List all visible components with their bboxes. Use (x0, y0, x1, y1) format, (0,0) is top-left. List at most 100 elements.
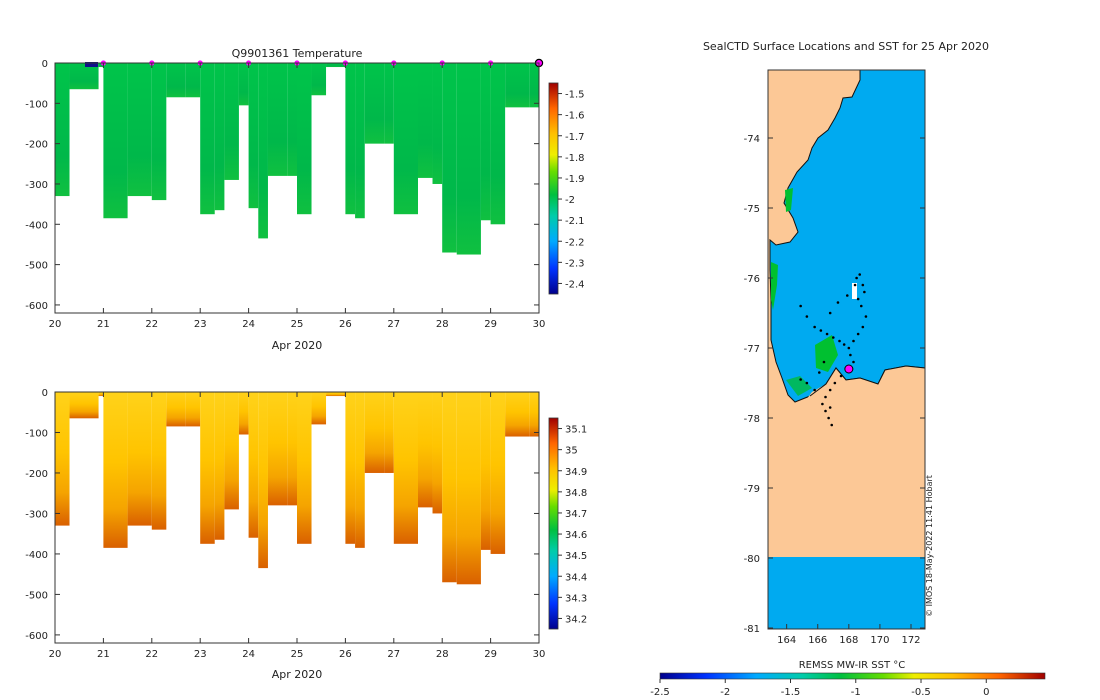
imos-credit: © IMOS 18-May-2022 11:41 Hobart (925, 475, 934, 617)
y-tick-label: -400 (25, 220, 48, 231)
track-point (819, 329, 823, 332)
x-tick-label: 25 (291, 319, 304, 330)
track-point (859, 304, 863, 308)
temperature-profile-cells (55, 63, 539, 255)
southern-sst-band (768, 557, 925, 629)
x-tick-label: 26 (339, 649, 352, 660)
temperature-profile-cell (505, 63, 530, 108)
lat-tick-label: -79 (744, 484, 760, 495)
track-point (825, 332, 829, 336)
salinity-profile-cell (355, 392, 365, 548)
salinity-profile-cells (55, 392, 539, 585)
track-point (828, 311, 832, 315)
sst-colorbar-tick-label: -2 (720, 687, 730, 698)
x-tick-label: 27 (387, 649, 400, 660)
y-tick-label: -500 (25, 261, 48, 272)
salinity-profile-cell (456, 392, 481, 585)
sst-colorbar-label: REMSS MW-IR SST °C (799, 660, 906, 671)
sst-colorbar-tick-label: -1.5 (781, 687, 801, 698)
temperature-profile-cell (185, 63, 201, 98)
coastal-cold-strip (815, 335, 838, 372)
x-tick-label: 20 (49, 649, 62, 660)
temperature-profile-cell (297, 63, 312, 215)
track-point (824, 409, 827, 413)
temperature-profile-cell (238, 63, 249, 106)
y-tick-label: -100 (25, 428, 48, 439)
temperature-profile-cell (418, 63, 433, 178)
track-point (824, 395, 827, 399)
x-tick-label: 22 (145, 649, 158, 660)
y-tick-label: -200 (25, 140, 48, 151)
track-point (849, 353, 852, 357)
x-tick-label: 27 (387, 319, 400, 330)
lon-tick-label: 170 (870, 635, 889, 646)
x-tick-label: 28 (436, 319, 449, 330)
cold-surface-cell (85, 62, 98, 67)
track-point (861, 283, 865, 287)
track-point (805, 381, 809, 385)
temperature-profile-cell (432, 63, 443, 184)
sst-colorbar-tick-label: -0.5 (911, 687, 931, 698)
colorbar-tick-label: -2 (565, 195, 575, 206)
salinity-profile-cell (393, 392, 418, 544)
track-point (845, 294, 849, 297)
salinity-profile-cell (418, 392, 433, 508)
colorbar-tick-label: 34.6 (565, 530, 587, 541)
y-tick-label: -600 (25, 631, 48, 642)
track-point (864, 315, 868, 318)
salinity-profile-cell (248, 392, 259, 538)
y-tick-label: -400 (25, 550, 48, 561)
ice-shelf-front (809, 365, 926, 397)
temperature-profile-cell (442, 63, 457, 253)
colorbar-tick-label: 34.4 (565, 572, 587, 583)
sst-colorbar-tick-label: -1 (851, 687, 861, 698)
lat-tick-label: -76 (744, 274, 760, 285)
salinity-profile-cell (384, 392, 394, 473)
x-tick-label: 24 (242, 319, 255, 330)
salinity-profile-cell (151, 392, 167, 530)
track-point (858, 273, 862, 276)
salinity-profile-cell (490, 392, 506, 554)
lon-tick-label: 166 (808, 635, 827, 646)
coastal-cold-strip (771, 262, 778, 310)
x-tick-label: 24 (242, 649, 255, 660)
seal-track-points (799, 273, 868, 427)
track-point (838, 339, 841, 343)
track-point (827, 416, 830, 420)
colorbar-tick-label: -1.6 (565, 111, 585, 122)
track-point (852, 360, 855, 364)
y-tick-label: 0 (42, 59, 48, 70)
temperature-x-axis-label: Apr 2020 (272, 339, 323, 352)
salinity-profile-cell (267, 392, 288, 506)
temperature-profile-cell (326, 63, 346, 68)
colorbar-tick-label: 35 (565, 446, 578, 457)
temperature-profile-cell (364, 63, 385, 144)
salinity-profile-cell (480, 392, 491, 550)
salinity-colorbar (548, 417, 559, 630)
track-point (799, 304, 802, 308)
salinity-profile-cell (432, 392, 443, 514)
track-point (830, 423, 834, 427)
salinity-profile-cell (311, 392, 327, 425)
x-tick-label: 20 (49, 319, 62, 330)
temperature-chart-title: Q9901361 Temperature (232, 47, 363, 60)
x-tick-label: 30 (533, 319, 546, 330)
track-point (836, 301, 840, 304)
x-tick-label: 29 (484, 649, 497, 660)
ross-ice-shelf (800, 366, 925, 435)
temperature-profile-cell (214, 63, 225, 211)
salinity-profile-cell (345, 392, 356, 544)
track-point (828, 406, 832, 409)
track-point (805, 315, 809, 318)
temperature-profile-cell (127, 63, 152, 197)
track-point (828, 388, 832, 392)
colorbar-tick-label: 34.8 (565, 488, 587, 499)
colorbar-tick-label: 35.1 (565, 425, 587, 436)
colorbar-tick-label: -1.9 (565, 174, 585, 185)
track-point (839, 374, 843, 378)
salinity-profile-cell (200, 392, 215, 544)
temperature-profile-cell (384, 63, 394, 144)
temperature-profile-cell (345, 63, 356, 215)
salinity-profile-cell (326, 392, 346, 397)
